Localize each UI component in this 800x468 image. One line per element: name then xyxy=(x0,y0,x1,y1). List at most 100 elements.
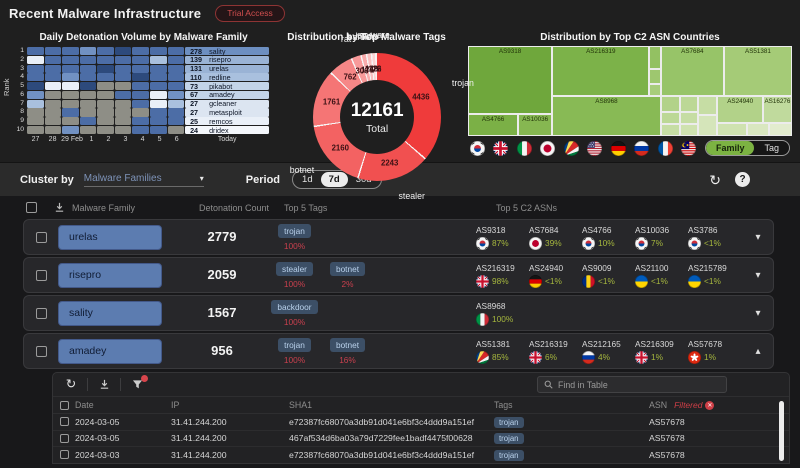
subtable-row[interactable]: 2024-03-03 31.41.244.200 e72387fc68070a3… xyxy=(53,447,789,463)
heatmap-today-cell: 131 urelas xyxy=(185,64,270,73)
heatmap-cell xyxy=(27,126,44,135)
heatmap-today-cell: 25 remcos xyxy=(185,117,270,126)
header-ip: IP xyxy=(171,400,180,410)
family-button-risepro[interactable]: risepro xyxy=(58,262,162,288)
heatmap-cell xyxy=(132,73,149,82)
family-button-urelas[interactable]: urelas xyxy=(58,224,162,250)
subtable-row-checkbox[interactable] xyxy=(59,417,69,427)
heatmap-rank-label: 6 xyxy=(20,90,24,98)
filter-icon[interactable] xyxy=(129,374,148,393)
subtable-refresh-icon[interactable]: ↻ xyxy=(65,377,77,392)
heatmap-cell xyxy=(114,126,132,135)
heatmap-cell xyxy=(114,55,132,64)
asn-item: AS216319 6% xyxy=(529,339,582,364)
subtable-download-icon[interactable] xyxy=(96,377,112,393)
country-flag-gb xyxy=(493,140,509,156)
family-button-amadey[interactable]: amadey xyxy=(58,338,162,364)
period-7d-button[interactable]: 7d xyxy=(320,172,348,187)
heatmap-y-axis-label: Rank xyxy=(2,78,11,96)
row-checkbox[interactable] xyxy=(35,307,47,319)
chevron-down-icon[interactable]: ▾ xyxy=(755,269,761,281)
table-row-risepro[interactable]: risepro 2059 stealer 100% botnet 2% AS21631… xyxy=(23,257,774,293)
chevron-up-icon[interactable]: ▴ xyxy=(755,345,761,357)
c2-ip: 31.41.244.200 xyxy=(171,416,227,427)
subtable-row[interactable]: 2024-03-05 31.41.244.200 e72387fc68070a3… xyxy=(53,414,789,431)
clear-filter-icon[interactable]: ✕ xyxy=(705,400,715,410)
heatmap-cell xyxy=(97,47,114,56)
help-icon[interactable]: ? xyxy=(735,172,750,187)
heatmap-row: 4 110 redline xyxy=(14,73,270,82)
heatmap-cell xyxy=(167,126,185,135)
search-input[interactable] xyxy=(558,379,720,390)
flag-sc-icon xyxy=(476,350,489,364)
find-in-table-searchbox[interactable] xyxy=(537,376,727,393)
tag-chip: stealer xyxy=(276,261,313,276)
donut-value-label: 149 xyxy=(365,64,379,74)
treemap-title: Distribution by Top C2 ASN Countries xyxy=(540,32,720,43)
asn-item: AS216319 98% xyxy=(476,263,529,288)
table-row-urelas[interactable]: urelas 2779 trojan 100% AS9318 87% AS7684 39… xyxy=(23,219,774,255)
heatmap-row: 5 73 pikabot xyxy=(14,82,270,91)
heatmap-rank-label: 4 xyxy=(20,73,24,81)
heatmap-title: Daily Detonation Volume by Malware Famil… xyxy=(39,32,248,43)
subtable-row[interactable]: 2024-03-05 31.41.244.200 467af534d6ba03a… xyxy=(53,431,789,447)
sample-sha1: 467af534d6ba03a79d7229fee1badf4475f00628 xyxy=(289,433,473,444)
tag-chip: backdoor xyxy=(271,299,318,314)
table-row-amadey[interactable]: amadey 956 trojan 100% botnet 16% AS51381 85… xyxy=(23,333,774,369)
tag-percent: 100% xyxy=(283,354,306,365)
subtable-select-all-checkbox[interactable] xyxy=(59,400,69,410)
cluster-by-dropdown[interactable]: Malware Families ▾ xyxy=(83,173,204,187)
treemap-block xyxy=(649,83,661,97)
export-download-icon[interactable] xyxy=(48,202,70,213)
heatmap-cell xyxy=(44,73,62,82)
header-detonation-count: Detonation Count xyxy=(198,202,270,213)
chevron-down-icon[interactable]: ▾ xyxy=(755,307,761,319)
subtable-row-checkbox[interactable] xyxy=(59,450,69,460)
trial-access-badge[interactable]: Trial Access xyxy=(215,4,285,22)
heatmap-cell xyxy=(149,117,167,126)
tag-chip: trojan xyxy=(494,416,524,428)
treemap-block-as7684: AS7684 xyxy=(660,46,724,96)
row-checkbox[interactable] xyxy=(35,269,47,281)
tag-percent: 100% xyxy=(283,240,306,251)
heatmap-cell xyxy=(27,108,44,117)
asn-label: AS21100 xyxy=(635,262,669,273)
flag-ro-icon xyxy=(582,274,595,288)
heatmap-cell xyxy=(79,64,97,73)
refresh-icon[interactable]: ↻ xyxy=(709,171,721,188)
chevron-down-icon[interactable]: ▾ xyxy=(755,231,761,243)
flag-gb-icon xyxy=(493,140,509,156)
asn-label: AS216319 xyxy=(476,262,515,273)
asn-percent: 7% xyxy=(651,238,663,248)
detonation-date: 2024-03-05 xyxy=(75,433,120,444)
donut-segment-label: loader xyxy=(355,30,380,41)
heatmap-rank-label: 7 xyxy=(20,99,24,107)
flag-kr-icon xyxy=(635,236,648,250)
toggle-tag-button[interactable]: Tag xyxy=(764,143,779,153)
row-checkbox[interactable] xyxy=(35,231,47,243)
heatmap-cell xyxy=(62,73,79,82)
subtable-row-checkbox[interactable] xyxy=(59,433,69,443)
cluster-by-label: Cluster by xyxy=(20,173,74,186)
asn-percent: 4% xyxy=(598,352,610,362)
heatmap-cell xyxy=(97,82,114,91)
family-tag-toggle[interactable]: Family Tag xyxy=(704,140,790,156)
asn-label: AS216319 xyxy=(529,338,568,349)
row-checkbox[interactable] xyxy=(35,345,47,357)
period-1d-button[interactable]: 1d xyxy=(302,174,313,185)
heatmap-cell xyxy=(114,47,132,56)
treemap-block-label: AS4766 xyxy=(481,116,505,124)
filtered-indicator: Filtered ✕ xyxy=(674,400,715,410)
asn-percent: 100% xyxy=(492,314,514,324)
toggle-family-button[interactable]: Family xyxy=(705,141,755,155)
heatmap-cell xyxy=(149,82,167,91)
tag-chip: trojan xyxy=(494,433,524,445)
asn-label: AS9318 xyxy=(476,224,506,235)
family-button-sality[interactable]: sality xyxy=(58,300,162,326)
table-row-sality[interactable]: sality 1567 backdoor 100% AS8968 100% ▾ xyxy=(23,295,774,331)
row-asn: AS57678 xyxy=(649,416,685,427)
header-asn: ASN xyxy=(649,400,668,410)
subtable-scrollbar[interactable] xyxy=(779,401,784,461)
select-all-checkbox[interactable] xyxy=(25,202,37,213)
treemap-block-as4766: AS4766 xyxy=(467,114,519,136)
